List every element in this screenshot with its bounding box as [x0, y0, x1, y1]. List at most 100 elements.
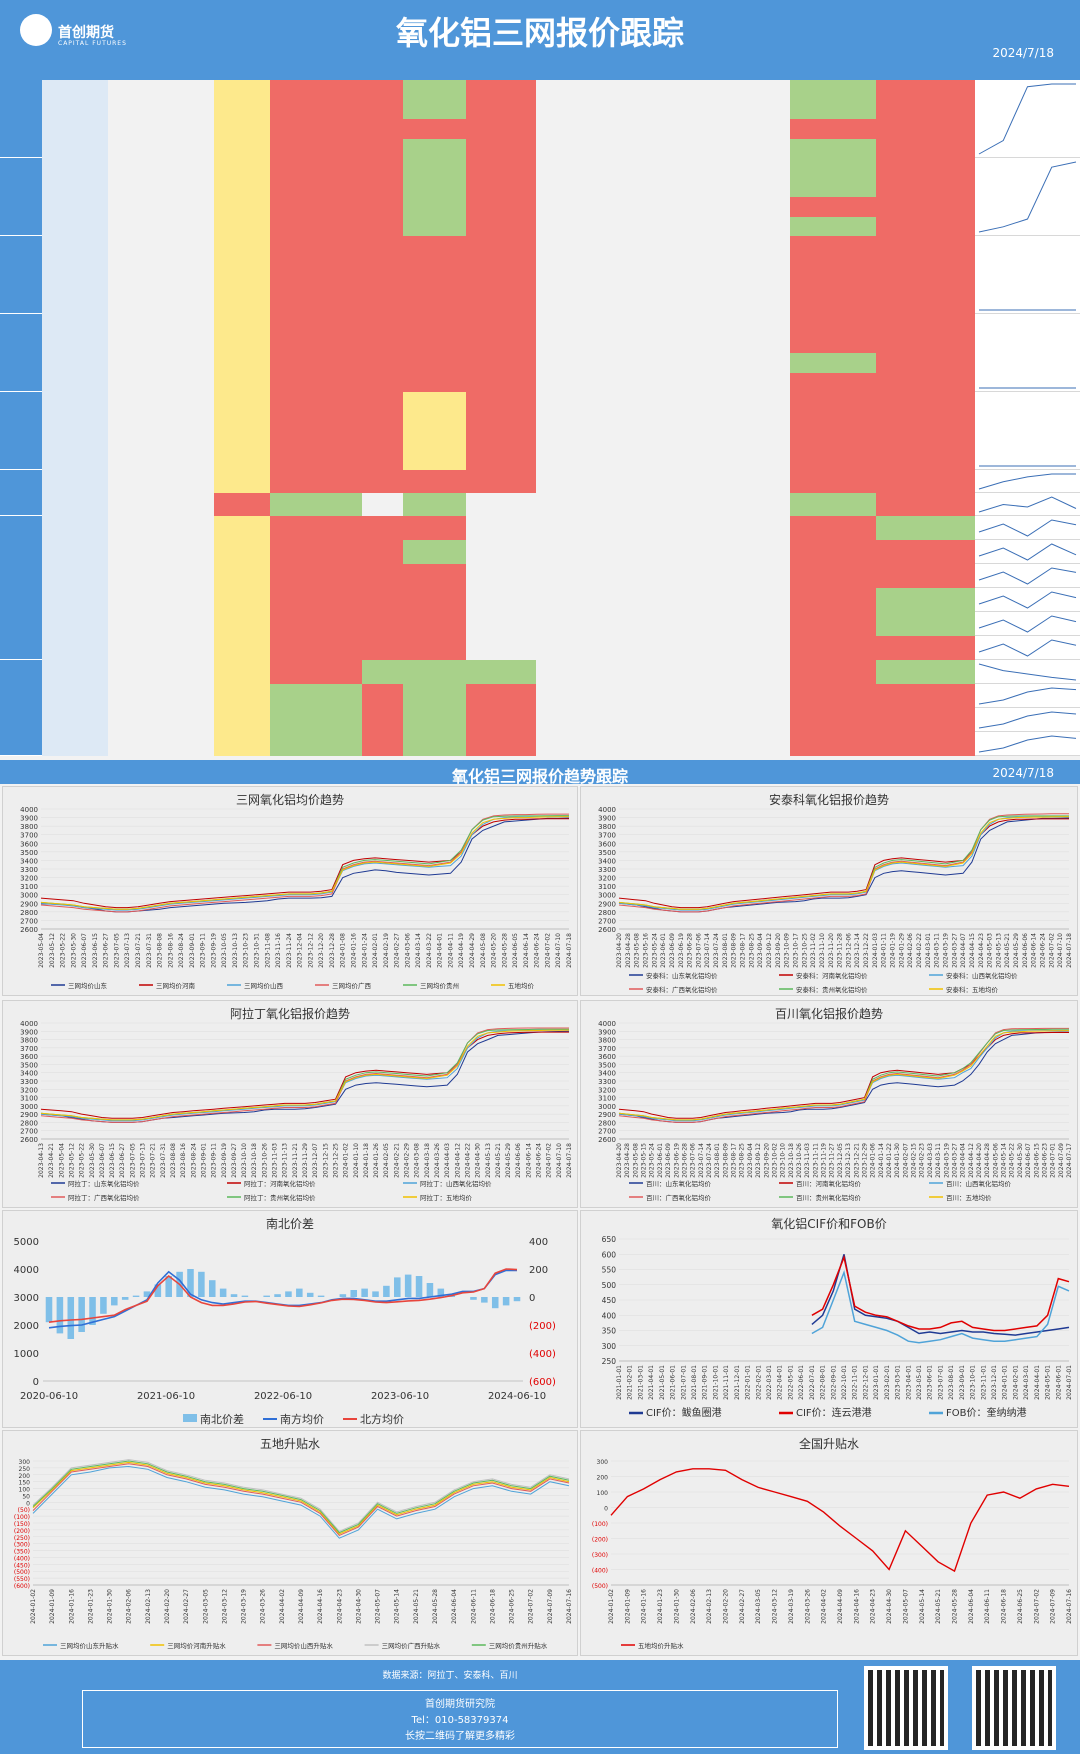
table-cell — [706, 333, 790, 353]
bar — [198, 1271, 205, 1297]
x-tick-label: 2024-06-23 — [1041, 1143, 1048, 1178]
x-tick-label: 2024-03-27 — [951, 1143, 958, 1178]
qr-code-icon[interactable] — [972, 1666, 1056, 1750]
row-label — [42, 80, 108, 100]
x-tick-label: 2023-10-26 — [261, 1143, 268, 1178]
column-header — [362, 64, 403, 80]
table-cell — [624, 392, 706, 412]
x-tick-label: 2023-12-20 — [318, 933, 325, 968]
x-tick-label: 2024-07-18 — [1066, 933, 1073, 968]
table-cell — [270, 564, 362, 588]
x-tick-label: 2023-12-13 — [845, 1143, 852, 1178]
series-line — [40, 1031, 569, 1119]
x-tick-label: 2023-12-22 — [863, 933, 870, 968]
x-tick-label: 2023-06-27 — [103, 933, 110, 968]
table-cell — [466, 197, 536, 217]
x-tick-label: 2023-10-01 — [970, 1365, 977, 1400]
table-row — [0, 80, 1080, 100]
table-cell — [790, 660, 876, 684]
sparkline-series — [978, 615, 1077, 633]
bar — [187, 1269, 194, 1297]
x-tick-label: 2024-04-30 — [355, 1589, 362, 1624]
sparkline — [975, 588, 1080, 612]
series-line — [618, 815, 1069, 910]
qr-code-icon[interactable] — [864, 1666, 948, 1750]
x-tick-label: 2024-01-02 — [608, 1589, 615, 1624]
legend-label: 三网均价贵州 — [420, 981, 459, 990]
x-tick-label: 2021-07-01 — [680, 1365, 687, 1400]
row-label — [42, 177, 108, 197]
table-cell — [270, 333, 362, 353]
x-tick-label: 2024-05-01 — [1045, 1365, 1052, 1400]
x-tick-label: 2024-01-09 — [624, 1589, 631, 1624]
x-tick-label: 2024-04-02 — [279, 1589, 286, 1624]
table-cell — [108, 275, 214, 295]
x-tick-label: 2024-02-05 — [383, 1143, 390, 1178]
table-cell — [214, 197, 270, 217]
x-tick-label: 2023-09-20 — [775, 933, 782, 968]
series-line — [40, 815, 569, 910]
table-cell — [466, 294, 536, 314]
table-cell — [108, 732, 214, 756]
legend-label: 百川：河南氧化铝均价 — [796, 1179, 862, 1188]
bar — [263, 1295, 270, 1297]
x-tick-label: 2024-05-03 — [987, 933, 994, 968]
x-tick-label: 2024-04-01 — [437, 933, 444, 968]
table-cell — [403, 80, 466, 100]
chart-title: 安泰科氧化铝报价趋势 — [768, 793, 889, 807]
chart-title: 百川氧化铝报价趋势 — [774, 1007, 883, 1021]
table-cell — [536, 516, 624, 540]
row-label — [42, 216, 108, 236]
x-tick-label: 2024-02-29 — [404, 1143, 411, 1178]
table-cell — [706, 294, 790, 314]
legend-label: 安泰科：山东氧化铝均价 — [646, 971, 718, 980]
table-row — [0, 314, 1080, 334]
table-cell — [790, 236, 876, 256]
table-row — [0, 540, 1080, 564]
x-tick-label: 2023-07-31 — [160, 1143, 167, 1178]
bar — [317, 1295, 325, 1297]
x-tick-label: 2023-07-21 — [150, 1143, 157, 1178]
table-row — [0, 236, 1080, 256]
x-tick-label: 2023-06-15 — [109, 1143, 116, 1178]
sparkline-series — [978, 519, 1077, 537]
row-label — [42, 236, 108, 256]
y-tick-label: 3000 — [20, 1103, 38, 1111]
y-tick-label: 100 — [597, 1490, 609, 1497]
x-tick-label: 2022-09-01 — [830, 1365, 837, 1400]
bar — [56, 1297, 64, 1334]
bar — [394, 1277, 401, 1297]
legend-label: 百川：贵州氧化铝均价 — [796, 1193, 862, 1202]
x-tick-label: 2024-02-23 — [919, 1143, 926, 1178]
table-cell — [270, 197, 362, 217]
y-tick-label: 3600 — [20, 840, 38, 848]
x-tick-label: 2022-06-01 — [798, 1365, 805, 1400]
table-cell — [876, 540, 975, 564]
table-cell — [466, 177, 536, 197]
x-tick-label: 2022-08-01 — [820, 1365, 827, 1400]
table-cell — [876, 333, 975, 353]
table-cell — [108, 411, 214, 431]
x-tick-label: 2023-07-13 — [124, 933, 131, 968]
table-cell — [108, 314, 214, 334]
legend-label: 三网均价山东 — [68, 981, 108, 990]
table-cell — [270, 516, 362, 540]
table-cell — [790, 255, 876, 275]
table-cell — [403, 294, 466, 314]
x-tick-label: 2024-02-06 — [126, 1589, 133, 1624]
x-tick-label: 2024-03-18 — [424, 1143, 431, 1178]
series-line — [32, 1461, 570, 1535]
table-cell — [466, 450, 536, 470]
table-cell — [214, 684, 270, 708]
table-row — [0, 516, 1080, 540]
x-tick-label: 2024-03-19 — [788, 1589, 795, 1624]
x-tick-label: 2024-06-10 — [488, 1391, 546, 1402]
table-cell — [466, 216, 536, 236]
table-cell — [466, 314, 536, 334]
y-tick-label: 3600 — [598, 840, 616, 848]
table-cell — [362, 80, 403, 100]
x-tick-label: 2024-04-23 — [978, 933, 985, 968]
column-header — [270, 64, 362, 80]
x-tick-label: 2023-05-15 — [641, 1143, 648, 1178]
sparkline — [975, 708, 1080, 732]
